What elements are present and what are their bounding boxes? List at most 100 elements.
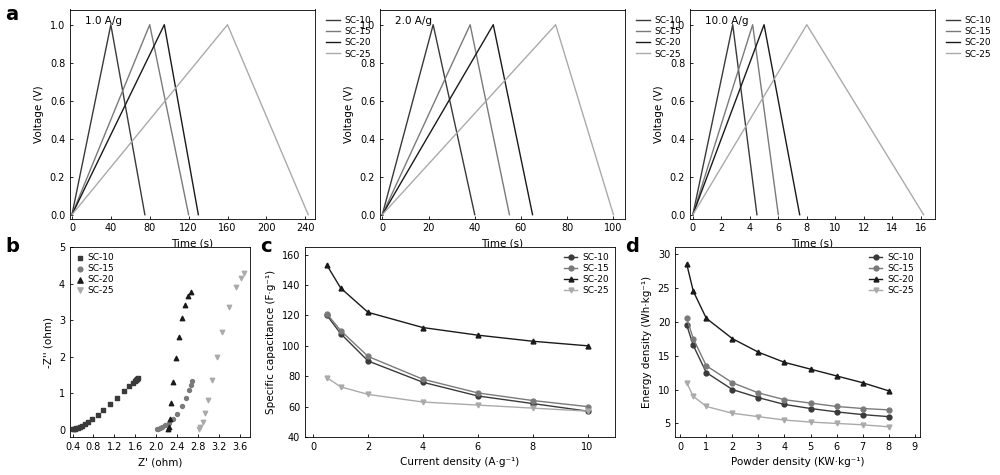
SC-15 xyxy=(152,425,168,432)
X-axis label: Time (s): Time (s) xyxy=(791,239,834,249)
Y-axis label: -Z'' (ohm): -Z'' (ohm) xyxy=(43,316,53,368)
SC-10 xyxy=(80,418,96,426)
SC-15 xyxy=(178,394,194,401)
SC-20 xyxy=(162,416,178,423)
SC-20 xyxy=(726,336,738,342)
SC-10 xyxy=(700,370,712,375)
SC-10 xyxy=(72,423,88,430)
SC-20 xyxy=(174,314,190,322)
SC-25 xyxy=(527,405,539,411)
Y-axis label: Energy density (Wh·kg⁻¹): Energy density (Wh·kg⁻¹) xyxy=(642,276,652,408)
SC-15 xyxy=(362,353,374,359)
SC-25 xyxy=(582,408,594,414)
SC-15 xyxy=(831,404,843,409)
Legend: SC-10, SC-15, SC-20, SC-25: SC-10, SC-15, SC-20, SC-25 xyxy=(634,14,683,60)
SC-20 xyxy=(582,343,594,349)
Text: 1.0 A/g: 1.0 A/g xyxy=(85,16,122,26)
SC-20 xyxy=(335,285,347,291)
SC-10 xyxy=(109,394,125,402)
SC-15 xyxy=(681,315,693,321)
SC-20 xyxy=(362,310,374,315)
Y-axis label: Voltage (V): Voltage (V) xyxy=(654,85,664,143)
SC-15 xyxy=(857,406,869,411)
SC-10 xyxy=(129,375,145,382)
SC-20 xyxy=(883,388,895,394)
SC-15 xyxy=(184,378,200,385)
SC-25 xyxy=(236,269,252,276)
SC-20 xyxy=(161,423,177,430)
X-axis label: Z' (ohm): Z' (ohm) xyxy=(138,457,182,467)
Y-axis label: Specific capacitance (F·g⁻¹): Specific capacitance (F·g⁻¹) xyxy=(266,270,276,414)
X-axis label: Current density (A·g⁻¹): Current density (A·g⁻¹) xyxy=(400,457,520,467)
SC-10 xyxy=(472,393,484,399)
SC-20 xyxy=(168,355,184,362)
SC-25 xyxy=(778,417,790,423)
SC-25 xyxy=(195,418,211,426)
SC-15 xyxy=(778,397,790,402)
SC-20 xyxy=(687,288,699,294)
SC-10 xyxy=(95,407,111,414)
SC-20 xyxy=(417,325,429,331)
Text: a: a xyxy=(5,5,18,24)
X-axis label: Time (s): Time (s) xyxy=(481,239,524,249)
SC-15 xyxy=(527,398,539,403)
Line: SC-15: SC-15 xyxy=(325,312,590,409)
Text: b: b xyxy=(5,238,19,256)
SC-20 xyxy=(171,332,187,340)
SC-10 xyxy=(90,411,106,419)
SC-15 xyxy=(321,311,333,317)
SC-25 xyxy=(191,425,207,433)
SC-15 xyxy=(687,336,699,342)
SC-25 xyxy=(200,396,216,404)
SC-15 xyxy=(582,404,594,409)
SC-25 xyxy=(192,423,208,430)
SC-10 xyxy=(752,395,764,400)
SC-10 xyxy=(121,382,137,390)
SC-15 xyxy=(183,381,199,389)
SC-25 xyxy=(726,410,738,416)
SC-15 xyxy=(165,415,181,423)
SC-20 xyxy=(831,373,843,379)
SC-20 xyxy=(163,399,179,407)
SC-20 xyxy=(165,379,181,386)
SC-15 xyxy=(472,390,484,396)
SC-20 xyxy=(177,301,193,309)
SC-25 xyxy=(805,419,817,425)
SC-20 xyxy=(472,332,484,338)
X-axis label: Time (s): Time (s) xyxy=(171,239,214,249)
SC-10 xyxy=(687,342,699,348)
SC-20 xyxy=(700,315,712,321)
SC-25 xyxy=(233,274,249,282)
Line: SC-10: SC-10 xyxy=(684,323,891,419)
SC-25 xyxy=(752,414,764,419)
Legend: SC-10, SC-15, SC-20, SC-25: SC-10, SC-15, SC-20, SC-25 xyxy=(944,14,993,60)
SC-25 xyxy=(687,393,699,399)
SC-20 xyxy=(160,425,176,433)
SC-25 xyxy=(204,377,220,384)
SC-10 xyxy=(102,401,118,408)
SC-25 xyxy=(321,375,333,380)
SC-20 xyxy=(180,293,196,300)
SC-15 xyxy=(154,423,170,431)
SC-25 xyxy=(221,304,237,311)
SC-10 xyxy=(883,414,895,419)
SC-25 xyxy=(362,391,374,397)
SC-25 xyxy=(857,422,869,428)
SC-20 xyxy=(681,261,693,267)
SC-10 xyxy=(582,408,594,414)
SC-10 xyxy=(77,420,93,428)
SC-20 xyxy=(857,380,869,386)
Y-axis label: Voltage (V): Voltage (V) xyxy=(34,85,44,143)
SC-20 xyxy=(778,360,790,365)
SC-10 xyxy=(527,401,539,407)
SC-15 xyxy=(157,421,173,429)
Line: SC-10: SC-10 xyxy=(325,313,590,414)
SC-10 xyxy=(116,388,132,395)
SC-15 xyxy=(169,410,185,418)
SC-10 xyxy=(127,377,143,385)
SC-10 xyxy=(66,425,82,433)
SC-25 xyxy=(209,353,225,361)
Line: SC-20: SC-20 xyxy=(325,263,590,348)
Legend: SC-10, SC-15, SC-20, SC-25: SC-10, SC-15, SC-20, SC-25 xyxy=(75,252,116,296)
Y-axis label: Voltage (V): Voltage (V) xyxy=(344,85,354,143)
